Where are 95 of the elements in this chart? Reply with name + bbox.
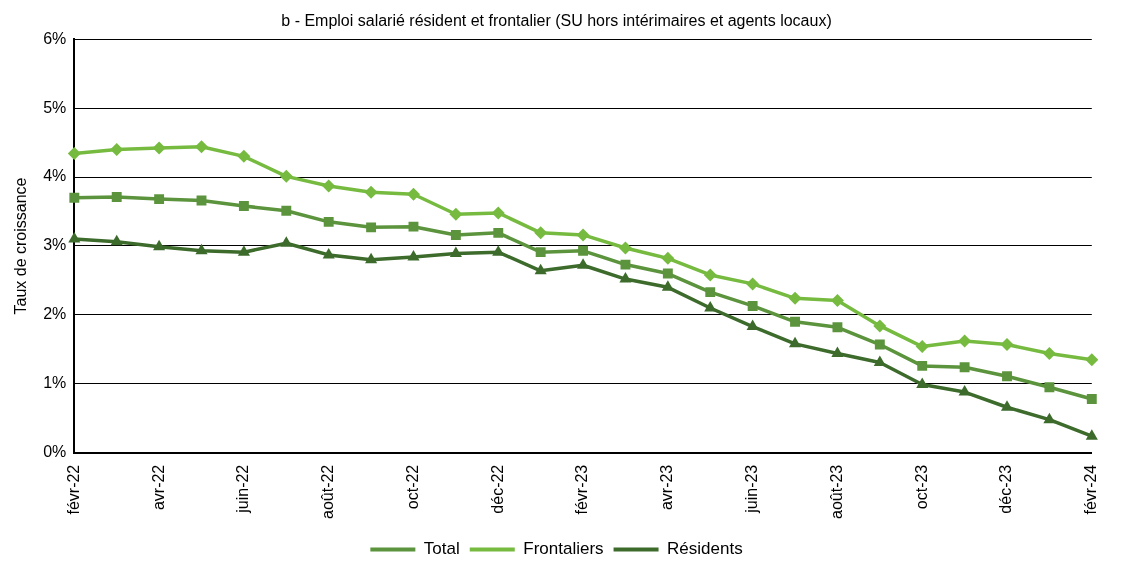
point [1000,400,1014,411]
point [493,227,504,238]
point [280,236,293,247]
point [788,336,802,348]
chart-title: b - Emploi salarié résident et frontalier (SU hors intérimaires et agents locaux) [281,12,832,30]
x-tick-label: déc-23 [997,464,1015,514]
y-axis-title: Taux de croissance [12,177,30,315]
point [662,268,673,279]
y-tick-label: 0% [43,443,67,461]
point [830,293,844,307]
x-tick-label: avr-22 [149,464,167,511]
x-tick-label: déc-22 [488,464,506,514]
x-tick-label: oct-23 [912,464,930,510]
point [534,226,548,240]
x-tick-label: févr-23 [573,464,591,515]
y-tick-label: 2% [43,305,67,323]
point [68,232,81,243]
point [576,228,590,242]
point [450,229,461,240]
point [1000,338,1014,352]
point [322,179,336,193]
point [534,263,547,275]
point [661,251,675,265]
point [69,192,80,203]
point [364,185,378,199]
point [958,385,971,396]
point [195,243,208,255]
x-tick-label: févr-22 [64,464,82,515]
point [620,259,631,270]
point [915,340,929,354]
point [873,355,886,366]
point [832,322,843,333]
point [279,169,293,183]
point [535,247,546,258]
x-tick-label: août-23 [827,464,845,519]
y-tick-label: 4% [43,167,67,185]
point [281,205,292,216]
legend-label: Frontaliers [523,539,604,559]
point [154,194,165,205]
legend-label: Total [423,539,460,559]
point [578,245,589,256]
point [366,222,377,233]
point [152,141,166,155]
point [322,247,335,259]
point [747,300,758,311]
point [323,216,334,227]
point [916,377,929,388]
point [958,334,972,348]
legend-label: Résidents [667,539,743,559]
point [237,149,251,163]
point [491,206,505,220]
point [153,239,166,251]
point [619,272,632,283]
point [788,291,802,305]
point [1085,353,1099,367]
point [1044,382,1055,393]
x-tick-label: juin-23 [743,464,761,514]
point [746,277,760,291]
point [1085,429,1098,440]
x-tick-label: juin-22 [234,464,252,514]
point [959,362,970,373]
point [703,268,717,282]
point [874,339,885,350]
x-tick-label: avr-23 [658,464,676,511]
point [577,258,590,269]
x-tick-label: août-22 [319,464,337,519]
point [1002,371,1012,382]
point [618,241,632,255]
point [1086,394,1097,404]
x-tick-label: oct-22 [403,464,421,510]
point [110,142,124,156]
point [406,187,420,201]
point [110,234,123,246]
point [449,246,462,258]
point [195,140,209,154]
point [237,245,250,256]
point [1043,412,1056,424]
y-tick-label: 1% [43,374,67,392]
point [831,346,844,357]
point [705,287,716,298]
point [111,192,122,202]
point [790,316,800,327]
point [67,147,81,161]
point [408,221,419,232]
point [238,201,249,211]
point [365,252,378,264]
point [1042,346,1056,360]
point [661,280,674,291]
point [917,360,928,371]
x-tick-label: févr-24 [1082,464,1100,515]
y-tick-label: 3% [43,236,67,254]
y-tick-label: 5% [43,98,67,116]
point [873,319,887,333]
point [449,207,463,221]
y-tick-label: 6% [43,29,67,47]
